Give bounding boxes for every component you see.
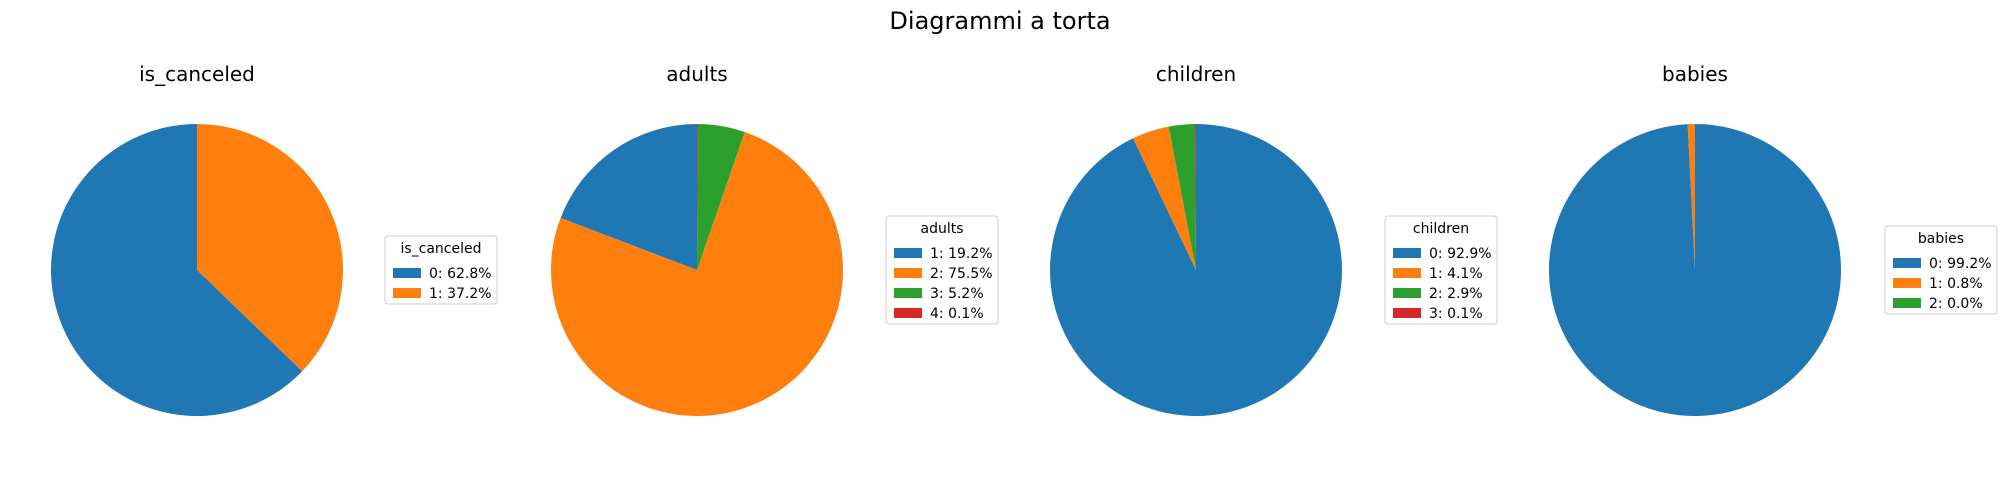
legend-swatch [393, 268, 421, 278]
legend-label: 0: 62.8% [429, 266, 492, 282]
legend-title: adults [920, 221, 963, 237]
figure-title: Diagrammi a torta [889, 7, 1110, 35]
legend-label: 0: 92.9% [1429, 246, 1492, 262]
legend-label: 2: 0.0% [1929, 296, 1983, 312]
pie-slice [1548, 124, 1841, 416]
legend-swatch [894, 248, 922, 258]
legend-swatch [1393, 248, 1421, 258]
legend-label: 2: 75.5% [930, 266, 993, 282]
pie-slice [1133, 126, 1196, 270]
pie-title: is_canceled [139, 62, 255, 86]
pie-slice [697, 124, 745, 271]
legend-label: 1: 0.8% [1929, 276, 1983, 292]
legend-frame [1884, 225, 1998, 315]
legend-label: 3: 0.1% [1429, 306, 1483, 322]
pie-chart-babies: babies babies 0: 99.2% 1: 0.8% 2: 0.0% [1548, 62, 1998, 416]
legend-label: 4: 0.1% [930, 306, 984, 322]
pie-slice [1168, 124, 1196, 271]
legend-title: children [1413, 221, 1469, 237]
legend-swatch [1393, 288, 1421, 298]
legend: children 0: 92.9% 1: 4.1% 2: 2.9% 3: 0.1% [1384, 215, 1498, 325]
pie-chart-children: children children 0: 92.9% 1: 4.1% 2: 2.9% 3:… [1049, 62, 1498, 416]
legend: is_canceled 0: 62.8% 1: 37.2% [384, 235, 498, 305]
legend-swatch [894, 288, 922, 298]
pie-chart-is_canceled: is_canceled is_canceled 0: 62.8% 1: 37.2% [50, 62, 498, 417]
pie-slice [1195, 124, 1196, 270]
legend-label: 2: 2.9% [1429, 286, 1483, 302]
pie-title: children [1156, 62, 1236, 86]
legend-swatch [1893, 258, 1921, 268]
legend-label: 1: 37.2% [429, 286, 492, 302]
pie-slice [50, 124, 303, 417]
pie-chart-adults: adults adults 1: 19.2% 2: 75.5% 3: 5.2% 4: 0.… [551, 62, 999, 417]
pie-slice [1049, 124, 1342, 416]
pie-slice [1687, 124, 1695, 270]
legend: adults 1: 19.2% 2: 75.5% 3: 5.2% 4: 0.1% [885, 215, 999, 325]
legend-swatch [1393, 268, 1421, 278]
pie-slice [560, 124, 697, 270]
legend-swatch [1893, 298, 1921, 308]
legend-title: is_canceled [400, 241, 481, 257]
legend-swatch [393, 288, 421, 298]
legend-label: 3: 5.2% [930, 286, 984, 302]
legend: babies 0: 99.2% 1: 0.8% 2: 0.0% [1884, 225, 1998, 315]
pie-slice [697, 124, 698, 270]
legend-frame [384, 235, 498, 305]
legend-title: babies [1918, 231, 1964, 247]
charts-container: is_canceled is_canceled 0: 62.8% 1: 37.2% ad… [50, 62, 1998, 417]
pie-slice [551, 132, 844, 417]
legend-swatch [894, 268, 922, 278]
legend-swatch [894, 308, 922, 318]
pie-title: babies [1662, 62, 1728, 86]
legend-swatch [1393, 308, 1421, 318]
legend-label: 1: 19.2% [930, 246, 993, 262]
pie-title: adults [666, 62, 727, 86]
legend-label: 0: 99.2% [1929, 256, 1992, 272]
legend-label: 1: 4.1% [1429, 266, 1483, 282]
legend-swatch [1893, 278, 1921, 288]
pie-slice [197, 124, 343, 372]
